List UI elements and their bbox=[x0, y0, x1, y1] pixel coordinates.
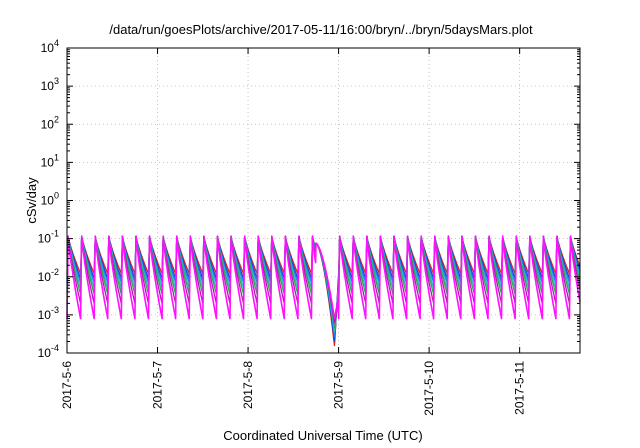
x-tick-label: 2017-5-10 bbox=[422, 361, 436, 416]
x-tick-label: 2017-5-9 bbox=[332, 361, 346, 409]
x-tick-label: 2017-5-7 bbox=[151, 361, 165, 409]
grid-layer bbox=[66, 47, 580, 354]
y-tick-label: 101 bbox=[41, 152, 59, 169]
y-tick-label: 103 bbox=[41, 76, 59, 93]
y-tick-label: 100 bbox=[41, 191, 59, 208]
y-tick-label: 10-2 bbox=[38, 267, 59, 284]
y-axis-label: cSv/day bbox=[24, 177, 39, 224]
chart-title: /data/run/goesPlots/archive/2017-05-11/1… bbox=[109, 22, 533, 37]
x-axis-label: Coordinated Universal Time (UTC) bbox=[223, 428, 422, 443]
series-layer bbox=[66, 235, 581, 347]
y-tick-label: 102 bbox=[41, 114, 59, 131]
x-tick-label: 2017-5-6 bbox=[60, 361, 74, 409]
y-tick-label: 10-1 bbox=[38, 229, 59, 246]
x-tick-label: 2017-5-11 bbox=[513, 361, 527, 415]
tick-layer: 10-4 10-3 10-2 10-1 100 101 102 103 104 2017-5-6 2… bbox=[38, 38, 580, 416]
x-tick-label: 2017-5-8 bbox=[241, 361, 255, 409]
y-tick-label: 104 bbox=[41, 38, 59, 55]
series-line bbox=[66, 235, 581, 320]
y-tick-label: 10-3 bbox=[38, 305, 59, 322]
y-tick-label: 10-4 bbox=[38, 343, 59, 360]
